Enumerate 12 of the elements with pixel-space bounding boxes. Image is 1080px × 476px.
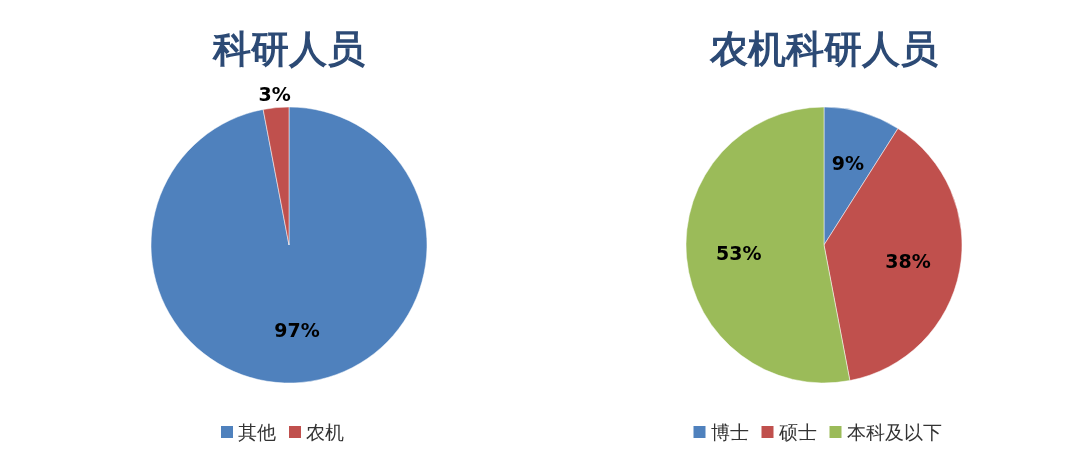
data-label: 9% [831,151,864,174]
data-label: 53% [716,242,762,265]
data-label: 38% [885,250,931,273]
data-label: 97% [274,319,320,342]
legend-label: 本科及以下 [846,421,942,443]
chart-title: 农机科研人员 [709,27,938,71]
legend-label: 其他 [238,421,276,443]
chart-title: 科研人员 [212,27,365,71]
legend-label: 博士 [710,421,749,443]
data-label: 3% [258,82,291,105]
legend-label: 硕士 [777,421,817,443]
legend-label: 农机 [306,421,344,443]
